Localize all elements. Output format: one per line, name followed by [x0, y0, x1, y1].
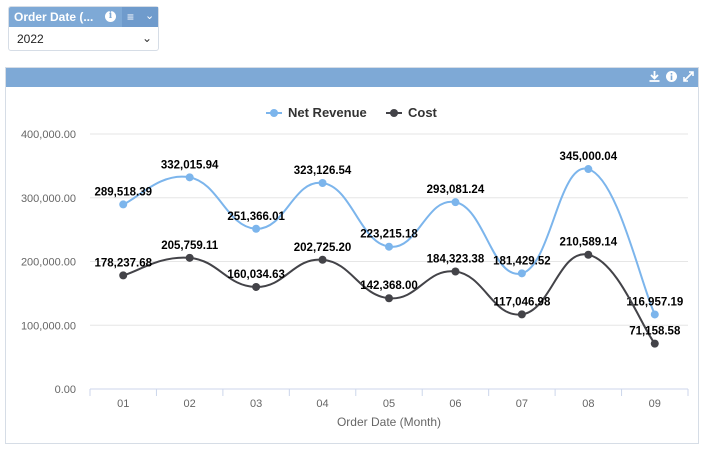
cost-point — [584, 250, 593, 259]
net-revenue-data-label: 323,126.54 — [294, 165, 352, 177]
cost-point — [185, 253, 194, 262]
y-tick-label: 100,000.00 — [21, 320, 76, 332]
cost-point — [385, 294, 393, 303]
net-revenue-point — [451, 198, 460, 207]
net-revenue-data-label: 181,429.52 — [493, 255, 551, 267]
filter-tools: ≡ ⌄ — [122, 7, 158, 27]
net-revenue-point — [252, 224, 261, 233]
net-revenue-data-label: 116,957.19 — [626, 296, 683, 308]
cost-data-label: 117,046.98 — [493, 296, 551, 308]
x-tick-label: 08 — [582, 398, 594, 410]
y-tick-label: 200,000.00 — [21, 257, 76, 269]
y-tick-label: 0.00 — [55, 384, 76, 396]
cost-data-label: 142,368.00 — [360, 280, 418, 292]
net-revenue-point — [517, 269, 526, 278]
x-axis-title: Order Date (Month) — [337, 415, 441, 429]
cost-line — [122, 253, 656, 345]
x-tick-label: 02 — [184, 398, 196, 410]
menu-icon[interactable]: ≡ — [127, 10, 135, 24]
x-tick-label: 09 — [649, 398, 661, 410]
legend-net-revenue-label: Net Revenue — [288, 105, 367, 120]
year-select-value: 2022 — [17, 32, 44, 46]
panel-header — [6, 68, 698, 87]
net-revenue-data-label: 293,081.24 — [427, 184, 485, 196]
order-date-filter: Order Date (... i ≡ ⌄ 2022 ⌄ — [8, 6, 159, 51]
net-revenue-point — [318, 179, 327, 188]
y-tick-label: 300,000.00 — [21, 193, 76, 205]
legend-net-revenue-marker — [270, 109, 278, 117]
net-revenue-point — [650, 310, 659, 319]
chevron-down-icon[interactable]: ⌄ — [141, 31, 152, 45]
year-select[interactable]: 2022 ⌄ — [9, 27, 158, 50]
info-icon[interactable] — [665, 71, 678, 84]
net-revenue-data-label: 251,366.01 — [227, 211, 285, 223]
net-revenue-point — [119, 200, 128, 209]
cost-point — [318, 255, 327, 264]
x-tick-label: 07 — [516, 398, 528, 410]
cost-data-label: 205,759.11 — [161, 240, 219, 252]
cost-point — [451, 267, 460, 276]
cost-data-label: 71,158.58 — [629, 326, 681, 338]
filter-title: Order Date (... — [14, 10, 94, 24]
cost-data-label: 178,237.68 — [94, 257, 152, 269]
chevron-down-icon[interactable]: ⌄ — [145, 10, 155, 22]
chart-panel — [5, 67, 699, 444]
cost-data-label: 160,034.63 — [227, 269, 285, 281]
cost-data-label: 202,725.20 — [294, 242, 352, 254]
x-tick-label: 06 — [449, 398, 461, 410]
y-tick-label: 400,000.00 — [21, 129, 76, 141]
cost-point — [650, 339, 659, 348]
cost-point — [517, 310, 526, 319]
net-revenue-data-label: 345,000.04 — [560, 151, 618, 163]
filter-header[interactable]: Order Date (... i ≡ ⌄ — [9, 7, 158, 27]
download-icon[interactable] — [648, 71, 661, 84]
legend-cost-marker — [390, 109, 398, 117]
net-revenue-data-label: 289,518.39 — [94, 186, 152, 198]
cost-point — [119, 271, 128, 280]
cost-data-label: 184,323.38 — [427, 253, 485, 265]
expand-icon[interactable] — [682, 71, 695, 84]
net-revenue-point — [584, 165, 593, 174]
cost-data-label: 210,589.14 — [560, 237, 618, 249]
x-tick-label: 01 — [117, 398, 129, 410]
net-revenue-point — [385, 242, 393, 251]
x-tick-label: 03 — [250, 398, 262, 410]
net-revenue-data-label: 332,015.94 — [161, 159, 219, 171]
net-revenue-data-label: 223,215.18 — [360, 229, 418, 241]
net-revenue-line — [122, 167, 656, 315]
cost-point — [252, 282, 261, 291]
x-tick-label: 05 — [383, 398, 395, 410]
net-revenue-point — [185, 173, 194, 182]
x-tick-label: 04 — [316, 398, 328, 410]
legend-cost-label: Cost — [408, 105, 438, 120]
info-icon[interactable]: i — [105, 11, 116, 22]
